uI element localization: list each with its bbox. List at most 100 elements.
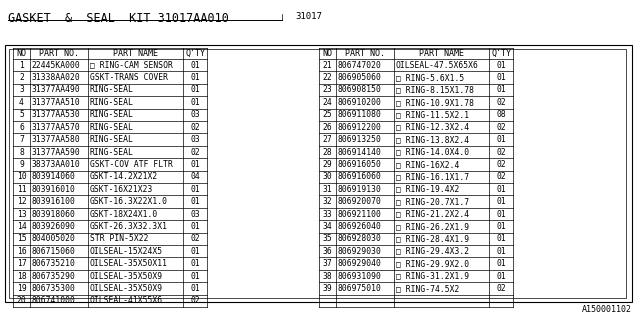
- Text: 31377AA590: 31377AA590: [31, 148, 80, 156]
- Text: Q'TY: Q'TY: [491, 49, 511, 58]
- Text: □ RING-29.9X2.0: □ RING-29.9X2.0: [396, 259, 468, 268]
- Text: 10: 10: [17, 172, 26, 181]
- Text: □ RING-16.1X1.7: □ RING-16.1X1.7: [396, 172, 468, 181]
- Text: □ RING-10.9X1.78: □ RING-10.9X1.78: [396, 98, 474, 107]
- Text: 806735300: 806735300: [31, 284, 76, 293]
- Text: 01: 01: [496, 259, 506, 268]
- Text: □ RING-12.3X2.4: □ RING-12.3X2.4: [396, 123, 468, 132]
- Text: 806912200: 806912200: [337, 123, 381, 132]
- Text: 806929030: 806929030: [337, 247, 381, 256]
- Text: 16: 16: [17, 247, 26, 256]
- Text: 35: 35: [323, 234, 332, 243]
- Text: □ RING-29.4X3.2: □ RING-29.4X3.2: [396, 247, 468, 256]
- Text: GSKT-TRANS COVER: GSKT-TRANS COVER: [90, 73, 168, 82]
- Text: 803914060: 803914060: [31, 172, 76, 181]
- Text: 23: 23: [323, 85, 332, 94]
- Text: 806914140: 806914140: [337, 148, 381, 156]
- Text: GSKT-16.3X22X1.0: GSKT-16.3X22X1.0: [90, 197, 168, 206]
- Text: 01: 01: [496, 185, 506, 194]
- Bar: [5, 45, 632, 302]
- Text: 01: 01: [496, 73, 506, 82]
- Text: A150001102: A150001102: [582, 305, 632, 314]
- Text: 02: 02: [190, 148, 200, 156]
- Text: 01: 01: [496, 135, 506, 144]
- Text: GSKT-COV ATF FLTR: GSKT-COV ATF FLTR: [90, 160, 172, 169]
- Text: 28: 28: [323, 148, 332, 156]
- Text: 22445KA000: 22445KA000: [31, 61, 80, 70]
- Text: 21: 21: [323, 61, 332, 70]
- Text: □ RING-14.0X4.0: □ RING-14.0X4.0: [396, 148, 468, 156]
- Text: 806920070: 806920070: [337, 197, 381, 206]
- Text: 32: 32: [323, 197, 332, 206]
- Text: □ RING-20.7X1.7: □ RING-20.7X1.7: [396, 197, 468, 206]
- Text: 803926090: 803926090: [31, 222, 76, 231]
- Text: 31377AA490: 31377AA490: [31, 85, 80, 94]
- Text: 806929040: 806929040: [337, 259, 381, 268]
- Text: 03: 03: [190, 135, 200, 144]
- Text: □ RING-19.4X2: □ RING-19.4X2: [396, 185, 459, 194]
- Text: GSKT-26.3X32.3X1: GSKT-26.3X32.3X1: [90, 222, 168, 231]
- Text: 4: 4: [19, 98, 24, 107]
- Text: 1: 1: [19, 61, 24, 70]
- Text: 01: 01: [496, 85, 506, 94]
- Text: 02: 02: [496, 172, 506, 181]
- Bar: [9, 49, 626, 298]
- Text: 31377AA510: 31377AA510: [31, 98, 80, 107]
- Text: □ RING-11.5X2.1: □ RING-11.5X2.1: [396, 110, 468, 119]
- Text: 03: 03: [190, 210, 200, 219]
- Text: □ RING-5.6X1.5: □ RING-5.6X1.5: [396, 73, 464, 82]
- Text: 806921100: 806921100: [337, 210, 381, 219]
- Text: 806975010: 806975010: [337, 284, 381, 293]
- Text: 02: 02: [190, 123, 200, 132]
- Text: 806926040: 806926040: [337, 222, 381, 231]
- Text: 34: 34: [323, 222, 332, 231]
- Text: 31377AA580: 31377AA580: [31, 135, 80, 144]
- Text: 01: 01: [190, 197, 200, 206]
- Text: 14: 14: [17, 222, 26, 231]
- Text: OILSEAL-35X50X9: OILSEAL-35X50X9: [90, 271, 163, 281]
- Text: 02: 02: [496, 148, 506, 156]
- Text: GASKET  &  SEAL  KIT 31017AA010: GASKET & SEAL KIT 31017AA010: [8, 12, 229, 25]
- Text: □ RING-31.2X1.9: □ RING-31.2X1.9: [396, 271, 468, 281]
- Text: 25: 25: [323, 110, 332, 119]
- Text: 01: 01: [190, 98, 200, 107]
- Text: 02: 02: [190, 296, 200, 305]
- Text: 08: 08: [496, 110, 506, 119]
- Text: PART NAME: PART NAME: [113, 49, 158, 58]
- Text: RING-SEAL: RING-SEAL: [90, 85, 133, 94]
- Text: 8: 8: [19, 148, 24, 156]
- Text: 02: 02: [496, 98, 506, 107]
- Text: □ RING-16X2.4: □ RING-16X2.4: [396, 160, 459, 169]
- Text: 29: 29: [323, 160, 332, 169]
- Text: 03: 03: [190, 110, 200, 119]
- Text: 30: 30: [323, 172, 332, 181]
- Text: □ RING-13.8X2.4: □ RING-13.8X2.4: [396, 135, 468, 144]
- Text: GSKT-18X24X1.0: GSKT-18X24X1.0: [90, 210, 157, 219]
- Text: 02: 02: [190, 234, 200, 243]
- Text: 01: 01: [496, 61, 506, 70]
- Text: 01: 01: [190, 160, 200, 169]
- Text: Q'TY: Q'TY: [185, 49, 205, 58]
- Text: OILSEAL-35X50X11: OILSEAL-35X50X11: [90, 259, 168, 268]
- Text: 01: 01: [190, 271, 200, 281]
- Text: 2: 2: [19, 73, 24, 82]
- Text: 01: 01: [496, 197, 506, 206]
- Text: 01: 01: [190, 222, 200, 231]
- Text: 31377AA530: 31377AA530: [31, 110, 80, 119]
- Text: OILSEAL-47.5X65X6: OILSEAL-47.5X65X6: [396, 61, 478, 70]
- Text: 806910200: 806910200: [337, 98, 381, 107]
- Text: 38: 38: [323, 271, 332, 281]
- Text: 7: 7: [19, 135, 24, 144]
- Text: 806913250: 806913250: [337, 135, 381, 144]
- Text: 806916060: 806916060: [337, 172, 381, 181]
- Text: 01: 01: [496, 210, 506, 219]
- Text: 5: 5: [19, 110, 24, 119]
- Text: □ RING-CAM SENSOR: □ RING-CAM SENSOR: [90, 61, 172, 70]
- Text: 01: 01: [496, 247, 506, 256]
- Text: 806735210: 806735210: [31, 259, 76, 268]
- Text: 24: 24: [323, 98, 332, 107]
- Text: 01: 01: [190, 284, 200, 293]
- Text: 01: 01: [190, 85, 200, 94]
- Text: 806747020: 806747020: [337, 61, 381, 70]
- Text: GSKT-14.2X21X2: GSKT-14.2X21X2: [90, 172, 157, 181]
